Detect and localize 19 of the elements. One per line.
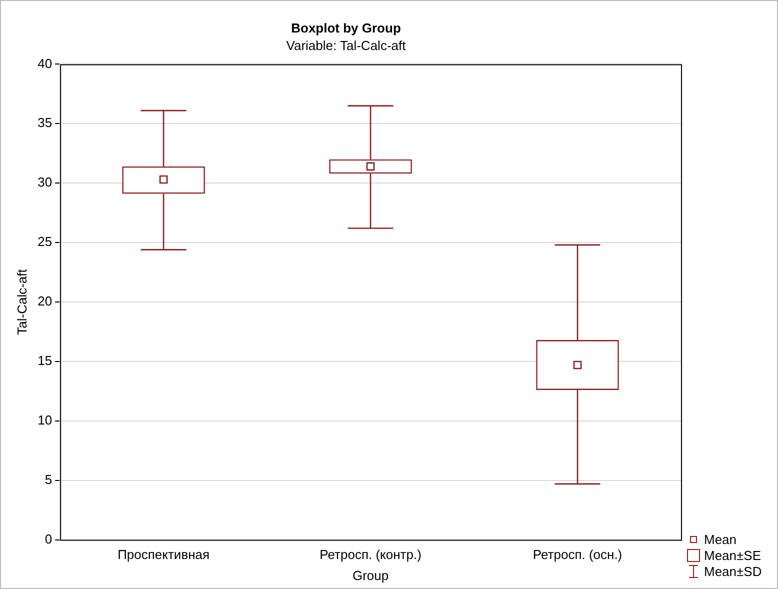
chart-subtitle: Variable: Tal-Calc-aft (286, 38, 406, 53)
y-tick-label: 25 (38, 234, 52, 250)
y-tick-label: 0 (44, 531, 52, 546)
y-tick-label: 15 (38, 353, 52, 368)
y-tick-label: 20 (38, 294, 52, 309)
x-tick-label: Ретросп. (контр.) (320, 547, 422, 562)
y-tick-label: 5 (44, 472, 52, 487)
x-axis-title: Group (352, 568, 389, 583)
y-axis-title: Tal-Calc-aft (14, 268, 30, 335)
x-tick-label: Ретросп. (осн.) (532, 547, 622, 562)
y-tick-label: 40 (38, 56, 52, 71)
text: Mean±SD (704, 564, 762, 578)
y-tick-label: 10 (38, 412, 52, 428)
x-tick-label: Проспективная (118, 547, 210, 562)
chart-title: Boxplot by Group (291, 20, 401, 36)
y-tick-label: 30 (38, 174, 52, 190)
y-tick-label: 35 (38, 115, 52, 130)
text: Mean (704, 532, 737, 546)
text: Mean±SE (704, 548, 761, 562)
